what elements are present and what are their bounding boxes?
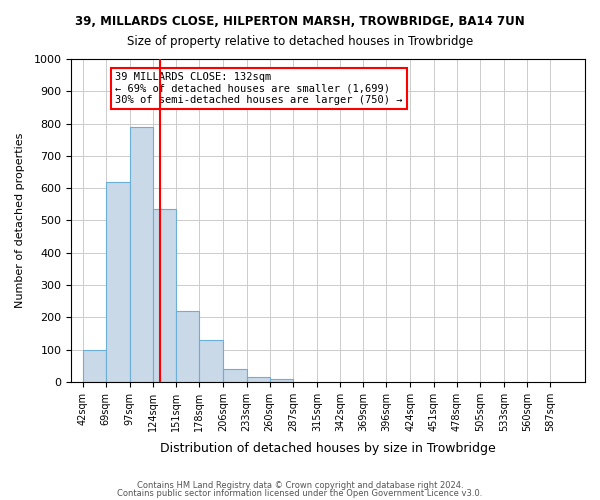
Bar (153, 209, 176, 382)
Bar (130, 127, 153, 382)
Text: Contains public sector information licensed under the Open Government Licence v3: Contains public sector information licen… (118, 488, 482, 498)
Bar (106, 182, 130, 382)
Bar (83, 350, 106, 382)
Text: 39, MILLARDS CLOSE, HILPERTON MARSH, TROWBRIDGE, BA14 7UN: 39, MILLARDS CLOSE, HILPERTON MARSH, TRO… (75, 15, 525, 28)
Text: 39 MILLARDS CLOSE: 132sqm
← 69% of detached houses are smaller (1,699)
30% of se: 39 MILLARDS CLOSE: 132sqm ← 69% of detac… (115, 72, 403, 105)
Bar (247, 377, 269, 382)
Y-axis label: Number of detached properties: Number of detached properties (15, 132, 25, 308)
Bar (223, 369, 247, 382)
Bar (269, 378, 293, 382)
Bar (199, 340, 223, 382)
Bar (176, 311, 199, 382)
Text: Size of property relative to detached houses in Trowbridge: Size of property relative to detached ho… (127, 35, 473, 48)
Text: Contains HM Land Registry data © Crown copyright and database right 2024.: Contains HM Land Registry data © Crown c… (137, 481, 463, 490)
X-axis label: Distribution of detached houses by size in Trowbridge: Distribution of detached houses by size … (160, 442, 496, 455)
